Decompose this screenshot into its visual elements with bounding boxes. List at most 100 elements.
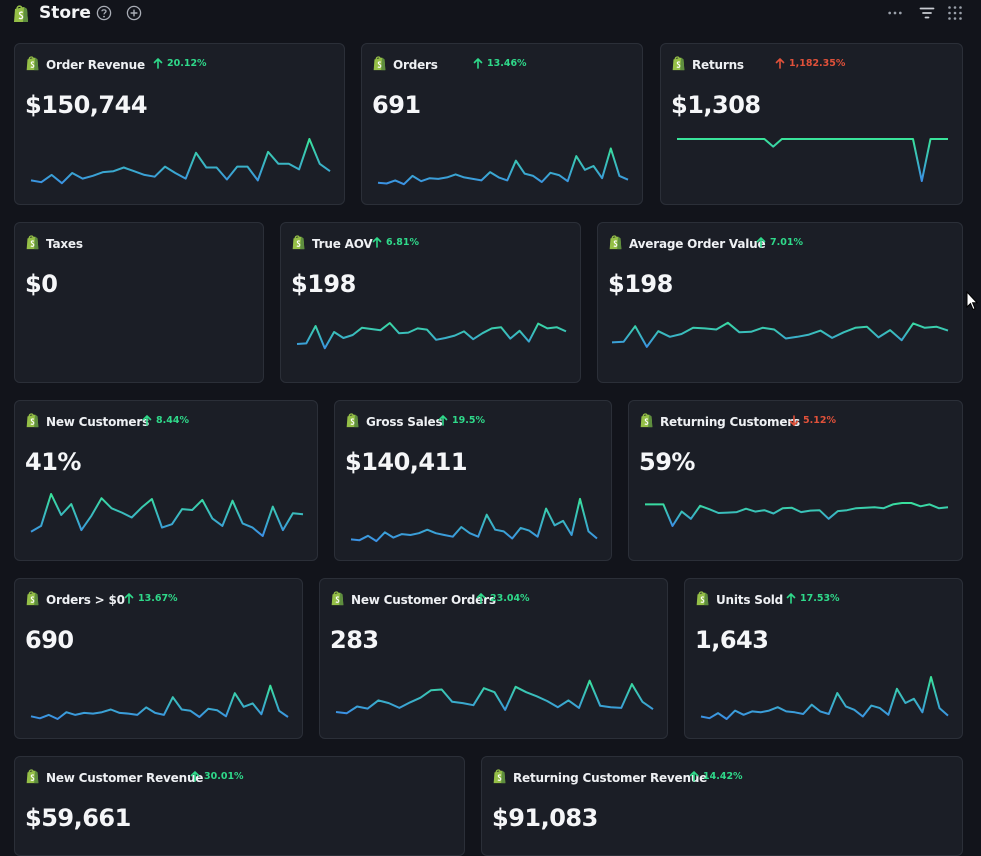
card-title: Returning Customers: [660, 415, 800, 429]
grid-apps-icon[interactable]: [947, 5, 963, 21]
card-title: Order Revenue: [46, 58, 145, 72]
metric-value: $1,308: [671, 91, 761, 119]
arrow-up-icon: [153, 58, 163, 69]
arrow-up-icon: [438, 415, 448, 426]
change-percent: 23.04%: [490, 593, 530, 604]
sparkline-series: [30, 684, 289, 720]
change-badge: 30.01%: [190, 771, 244, 782]
page-title: Store: [39, 3, 91, 23]
sparkline-series: [350, 497, 598, 543]
shopify-logo-icon: [609, 235, 622, 250]
change-badge: 13.67%: [124, 593, 178, 604]
sparkline-series: [700, 676, 949, 720]
arrow-up-icon: [142, 415, 152, 426]
card-title: New Customer Orders: [351, 593, 496, 607]
change-badge: 7.01%: [756, 237, 803, 248]
metric-card-units-sold[interactable]: Units Sold 17.53% 1,643: [684, 578, 963, 739]
shopify-logo-icon: [26, 413, 39, 428]
metric-value: 690: [25, 626, 74, 654]
change-badge: 20.12%: [153, 58, 207, 69]
metric-value: $140,411: [345, 448, 468, 476]
metric-value: 59%: [639, 448, 695, 476]
change-percent: 19.5%: [452, 415, 485, 426]
change-badge: 6.81%: [372, 237, 419, 248]
metric-value: 691: [372, 91, 421, 119]
sparkline-series: [30, 493, 304, 537]
card-title: Returns: [692, 58, 744, 72]
card-title: True AOV: [312, 237, 373, 251]
change-badge: 19.5%: [438, 415, 485, 426]
change-percent: 17.53%: [800, 593, 840, 604]
change-percent: 6.81%: [386, 237, 419, 248]
metric-card-returning-customer-revenue[interactable]: Returning Customer Revenue 14.42% $91,083: [481, 756, 963, 856]
sparkline-series: [296, 322, 567, 350]
change-percent: 5.12%: [803, 415, 836, 426]
arrow-up-icon: [689, 771, 699, 782]
shopify-logo-icon: [493, 769, 506, 784]
change-percent: 13.46%: [487, 58, 527, 69]
shopify-logo-icon: [640, 413, 653, 428]
metric-card-average-order-value[interactable]: Average Order Value 7.01% $198: [597, 222, 963, 383]
change-percent: 13.67%: [138, 593, 178, 604]
sparkline-series: [335, 679, 654, 715]
metric-card-orders[interactable]: Orders 13.46% 691: [361, 43, 643, 205]
metric-card-taxes[interactable]: Taxes $0: [14, 222, 264, 383]
sparkline-series: [677, 138, 948, 182]
shopify-logo-icon: [26, 235, 39, 250]
card-title: Returning Customer Revenue: [513, 771, 708, 785]
metric-card-gross-sales[interactable]: Gross Sales 19.5% $140,411: [334, 400, 612, 561]
arrow-up-icon: [124, 593, 134, 604]
metric-card-returns[interactable]: Returns 1,182.35% $1,308: [660, 43, 963, 205]
metric-value: $0: [25, 270, 58, 298]
metric-card-new-customer-orders[interactable]: New Customer Orders 23.04% 283: [319, 578, 668, 739]
metric-card-true-aov[interactable]: True AOV 6.81% $198: [280, 222, 581, 383]
arrow-up-icon: [473, 58, 483, 69]
more-options-icon[interactable]: [887, 5, 903, 21]
change-badge: 8.44%: [142, 415, 189, 426]
mouse-cursor-icon: [966, 291, 978, 311]
help-circle-icon[interactable]: [96, 5, 112, 21]
sparkline-series: [377, 147, 629, 186]
metric-card-order-revenue[interactable]: Order Revenue 20.12% $150,744: [14, 43, 345, 205]
change-percent: 1,182.35%: [789, 58, 846, 69]
metric-value: $198: [291, 270, 356, 298]
change-percent: 30.01%: [204, 771, 244, 782]
change-badge: 23.04%: [476, 593, 530, 604]
change-badge: 14.42%: [689, 771, 743, 782]
metric-card-returning-customers[interactable]: Returning Customers 5.12% 59%: [628, 400, 963, 561]
arrow-up-icon: [372, 237, 382, 248]
card-title: Orders > $0: [46, 593, 125, 607]
change-percent: 7.01%: [770, 237, 803, 248]
metric-card-new-customers[interactable]: New Customers 8.44% 41%: [14, 400, 318, 561]
sparkline-series: [30, 138, 331, 185]
metric-value: 41%: [25, 448, 81, 476]
metric-value: 283: [330, 626, 379, 654]
change-percent: 8.44%: [156, 415, 189, 426]
card-title: Gross Sales: [366, 415, 443, 429]
change-percent: 20.12%: [167, 58, 207, 69]
sparkline-series: [645, 502, 949, 527]
change-percent: 14.42%: [703, 771, 743, 782]
arrow-up-icon: [756, 237, 766, 248]
metric-value: $150,744: [25, 91, 148, 119]
card-title: Taxes: [46, 237, 83, 251]
metric-value: $198: [608, 270, 673, 298]
card-title: Units Sold: [716, 593, 784, 607]
arrow-up-icon: [786, 593, 796, 604]
change-badge: 1,182.35%: [775, 58, 845, 69]
change-badge: 17.53%: [786, 593, 840, 604]
metric-value: 1,643: [695, 626, 769, 654]
shopify-logo-icon: [331, 591, 344, 606]
shopify-logo-icon: [672, 56, 685, 71]
arrow-up-icon: [476, 593, 486, 604]
metric-value: $91,083: [492, 804, 598, 832]
filter-icon[interactable]: [919, 5, 935, 21]
shopify-logo-icon: [26, 591, 39, 606]
top-bar: Store: [0, 0, 981, 30]
card-title: Average Order Value: [629, 237, 766, 251]
add-circle-icon[interactable]: [126, 5, 142, 21]
change-badge: 5.12%: [789, 415, 836, 426]
shopify-logo-icon: [696, 591, 709, 606]
metric-card-new-customer-revenue[interactable]: New Customer Revenue 30.01% $59,661: [14, 756, 465, 856]
metric-card-orders-0[interactable]: Orders > $0 13.67% 690: [14, 578, 303, 739]
